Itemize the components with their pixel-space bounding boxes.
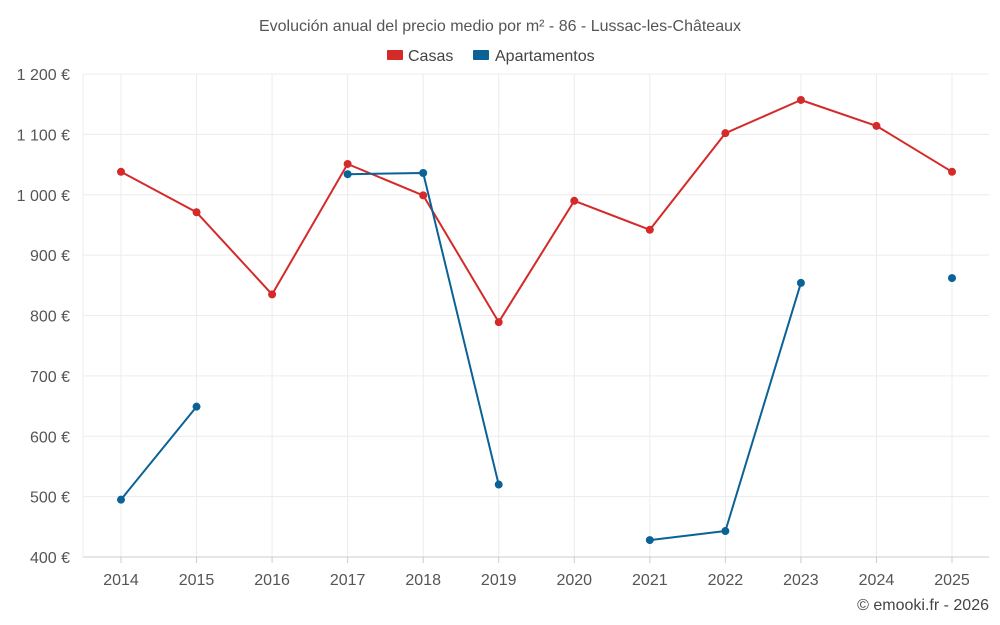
legend-label-apartamentos: Apartamentos (495, 48, 595, 65)
x-tick-label: 2017 (330, 572, 366, 589)
x-tick-label: 2022 (708, 572, 744, 589)
credit-text: © emooki.fr - 2026 (857, 597, 989, 614)
data-point-casas-2025[interactable] (948, 167, 956, 176)
x-tick-label: 2016 (254, 572, 290, 589)
x-tick-label: 2014 (103, 572, 139, 589)
data-point-apartamentos-2021[interactable] (645, 536, 654, 545)
y-gridlines (83, 73, 989, 498)
x-tick-label: 2015 (179, 572, 215, 589)
x-gridlines (120, 74, 953, 557)
x-tick-label: 2024 (859, 572, 895, 589)
data-point-apartamentos-2014[interactable] (117, 495, 125, 504)
data-point-apartamentos-2019[interactable] (494, 480, 503, 489)
legend-swatch-apartamentos (473, 50, 489, 60)
legend-item-casas[interactable]: Casas (387, 48, 453, 65)
y-tick-label: 1 200 € (17, 67, 70, 84)
series-line-casas (120, 99, 953, 324)
series-apartamentos (117, 169, 956, 545)
data-point-casas-2018[interactable] (419, 191, 428, 200)
x-tick-label: 2023 (783, 572, 819, 589)
legend-swatch-casas (387, 50, 403, 60)
legend[interactable]: Casas Apartamentos (387, 48, 595, 65)
x-tick-label: 2020 (556, 572, 592, 589)
data-point-casas-2023[interactable] (796, 95, 805, 104)
chart-title: Evolución anual del precio medio por m² … (259, 18, 741, 35)
y-tick-label: 800 € (30, 309, 70, 326)
axes (82, 74, 989, 563)
data-point-casas-2021[interactable] (645, 225, 654, 234)
y-tick-label: 900 € (30, 248, 70, 265)
data-point-casas-2016[interactable] (268, 290, 277, 299)
data-point-apartamentos-2022[interactable] (721, 527, 730, 536)
x-tick-label: 2019 (481, 572, 517, 589)
series-line-apartamentos (120, 405, 198, 501)
data-point-apartamentos-2025[interactable] (948, 274, 956, 283)
series-casas (117, 95, 956, 327)
series-layer (117, 95, 956, 545)
data-point-casas-2024[interactable] (872, 121, 881, 130)
y-tick-label: 700 € (30, 369, 70, 386)
data-point-casas-2020[interactable] (570, 196, 579, 205)
y-tick-label: 1 100 € (17, 127, 70, 144)
data-point-casas-2017[interactable] (343, 159, 352, 168)
data-point-apartamentos-2023[interactable] (796, 278, 805, 287)
data-point-apartamentos-2018[interactable] (419, 169, 428, 178)
data-point-casas-2015[interactable] (192, 208, 201, 217)
y-tick-label: 600 € (30, 429, 70, 446)
x-tick-label: 2021 (632, 572, 668, 589)
data-point-casas-2022[interactable] (721, 129, 730, 138)
data-point-casas-2019[interactable] (494, 318, 503, 327)
data-point-apartamentos-2017[interactable] (343, 170, 352, 179)
y-axis-tick-labels: 400 € 500 € 600 € 700 € 800 € 900 € 1 000 € 1 1… (17, 67, 70, 567)
legend-item-apartamentos[interactable]: Apartamentos (473, 48, 595, 65)
x-tick-label: 2018 (405, 572, 441, 589)
y-tick-label: 1 000 € (17, 188, 70, 205)
x-tick-label: 2025 (934, 572, 970, 589)
x-axis-tick-labels: 2014 2015 2016 2017 2018 2019 2020 2021 2022 2023… (103, 572, 970, 589)
data-point-casas-2014[interactable] (117, 167, 125, 176)
y-tick-label: 500 € (30, 490, 70, 507)
legend-label-casas: Casas (408, 48, 453, 65)
data-point-apartamentos-2015[interactable] (192, 402, 201, 411)
y-tick-label: 400 € (30, 550, 70, 567)
